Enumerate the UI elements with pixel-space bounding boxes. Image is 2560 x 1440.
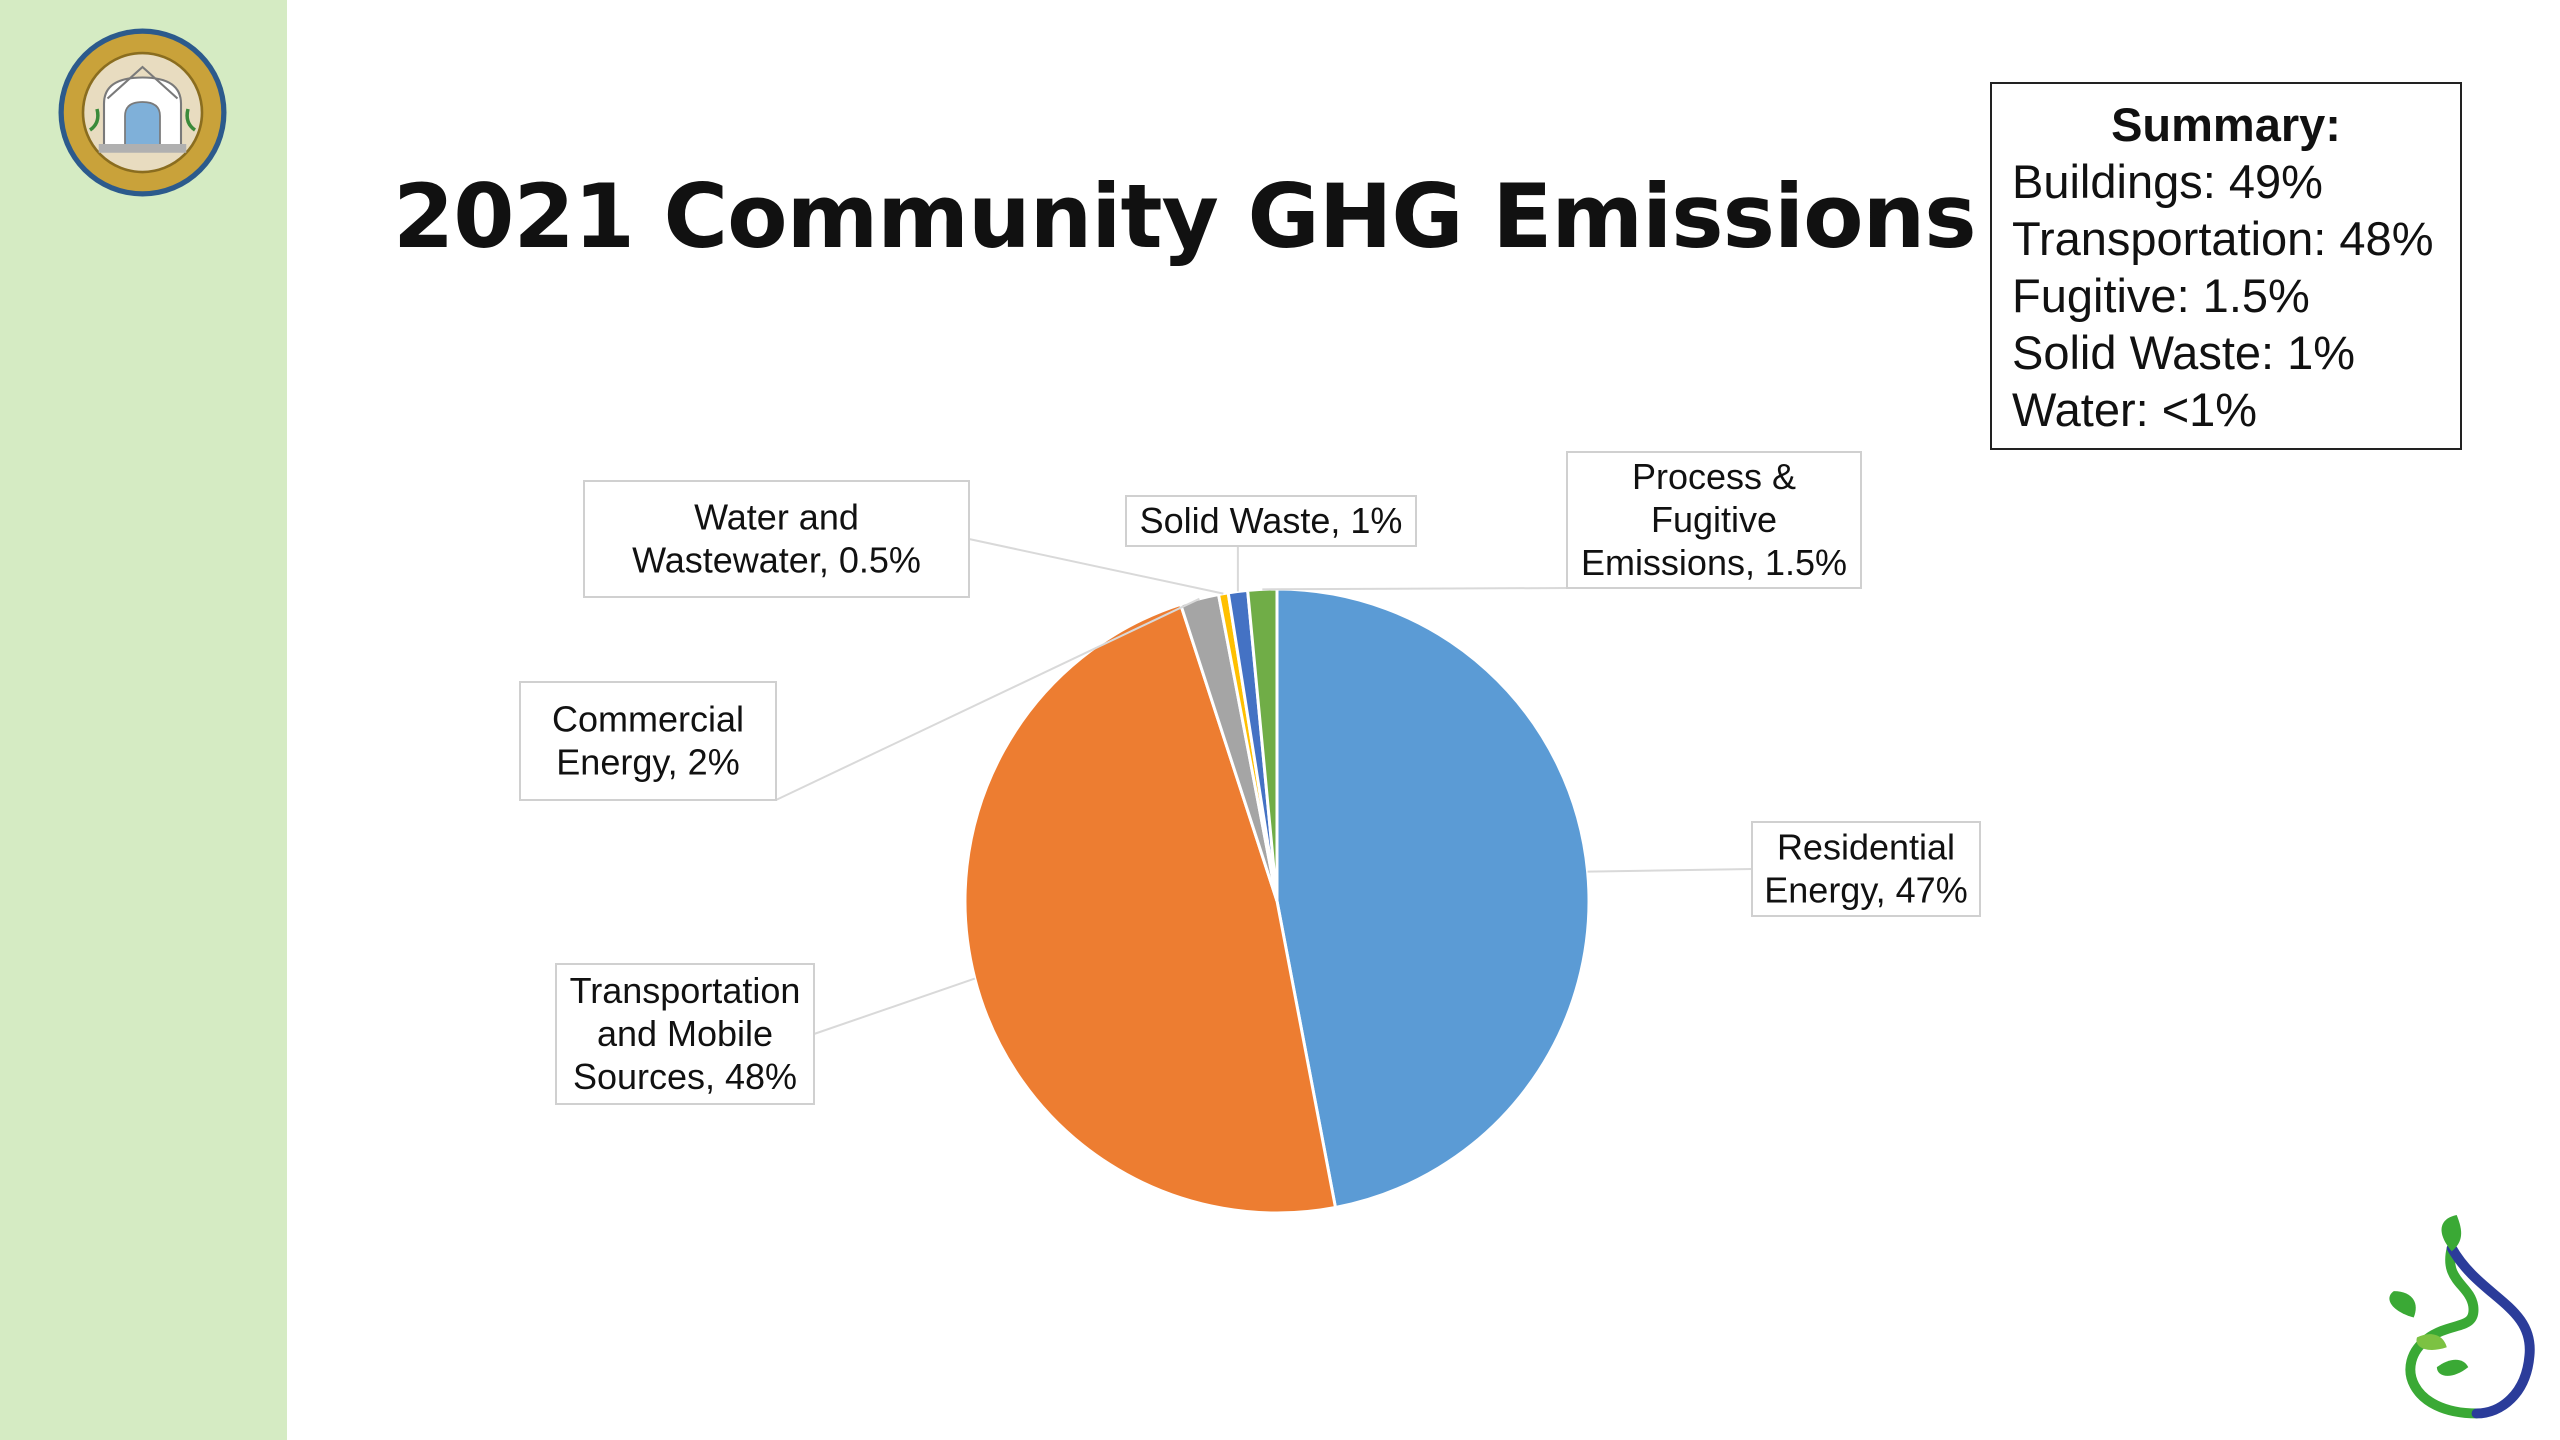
leader-line-water-and-wastewater: [968, 538, 1224, 595]
page-title: 2021 Community GHG Emissions: [393, 165, 1977, 268]
leaf-swirl-logo-icon: [2389, 1215, 2535, 1419]
data-label-box: [1751, 821, 1981, 917]
data-label-line: Energy, 47%: [1764, 870, 1967, 911]
data-label-line: Solid Waste, 1%: [1140, 500, 1403, 541]
data-label-box: [1125, 495, 1417, 547]
summary-line-fugitive: Fugitive: 1.5%: [2012, 269, 2310, 322]
summary-heading: Summary:: [2111, 98, 2341, 151]
pie-leader-lines: [775, 538, 1753, 1035]
data-label-line: Wastewater, 0.5%: [632, 540, 921, 581]
pie-slice-residential-energy: [1275, 587, 1591, 1210]
left-sidebar-band: [0, 0, 287, 1440]
data-label-line: Transportation: [570, 970, 801, 1011]
data-label-line: Emissions, 1.5%: [1581, 542, 1847, 583]
data-label-box: [519, 681, 777, 801]
data-label-box: [583, 480, 970, 598]
data-label-line: Residential: [1777, 827, 1955, 868]
summary-line-transportation: Transportation: 48%: [2012, 212, 2434, 265]
data-label-line: Fugitive: [1651, 499, 1777, 540]
data-label-solid-waste: Solid Waste, 1%: [1125, 495, 1417, 547]
data-label-line: Sources, 48%: [573, 1056, 797, 1097]
leader-line-process-fugitive-emissions: [1262, 587, 1568, 591]
summary-line-solid-waste: Solid Waste: 1%: [2012, 326, 2356, 379]
pie-slice-transportation-and-mobile-sources: [963, 602, 1338, 1215]
city-seal-icon: [58, 28, 227, 197]
data-label-line: Commercial: [552, 699, 744, 740]
summary-line-buildings: Buildings: 49%: [2012, 155, 2323, 208]
data-label-line: and Mobile: [597, 1013, 773, 1054]
data-label-box: [1566, 451, 1862, 589]
data-label-line: Process &: [1632, 456, 1796, 497]
data-label-line: Water and: [694, 497, 859, 538]
data-label-line: Energy, 2%: [556, 742, 739, 783]
summary-box: Summary: Buildings: 49% Transportation: …: [1990, 82, 2462, 450]
summary-line-water: Water: <1%: [2012, 383, 2258, 436]
leader-line-commercial-energy: [775, 597, 1200, 801]
data-label-box: [555, 963, 815, 1105]
leader-line-residential-energy: [1587, 868, 1753, 873]
pie-slices: [963, 587, 1591, 1215]
leader-line-transportation-and-mobile-sources: [813, 977, 976, 1035]
